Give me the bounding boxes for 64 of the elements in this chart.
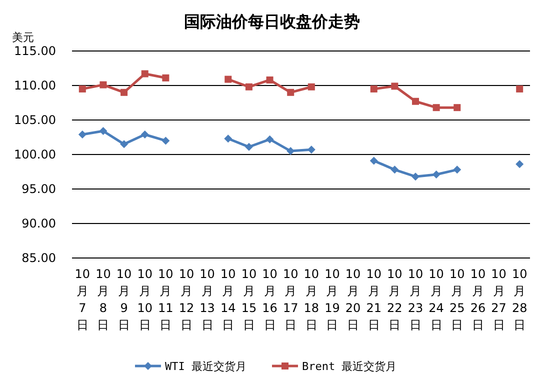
point <box>453 166 462 174</box>
x-tick-label: 10月22日 <box>387 267 402 332</box>
point <box>432 170 440 179</box>
x-tick-label: 10月8日 <box>96 267 111 332</box>
point <box>120 140 128 148</box>
point <box>245 83 252 90</box>
point <box>412 172 420 181</box>
point <box>370 85 378 92</box>
x-tick-label: 10月11日 <box>158 267 174 332</box>
x-tick-label: 10月15日 <box>241 267 257 332</box>
point <box>120 88 128 96</box>
point <box>432 104 440 112</box>
y-tick-label: 85.00 <box>22 251 56 265</box>
point <box>412 98 419 105</box>
point <box>141 70 148 78</box>
chart-title: 国际油价每日收盘价走势 <box>184 12 360 31</box>
point <box>266 135 274 144</box>
point <box>391 82 398 90</box>
x-tick-label: 10月16日 <box>262 267 278 332</box>
y-tick-label: 115.00 <box>14 44 56 58</box>
point <box>308 83 315 90</box>
x-tick-label: 10月18日 <box>304 267 320 332</box>
x-tick-label: 10月26日 <box>470 267 486 332</box>
point <box>287 88 294 96</box>
y-tick-label: 100.00 <box>14 148 56 162</box>
point <box>266 76 274 84</box>
x-tick-label: 10月23日 <box>408 267 424 332</box>
y-tick-label: 105.00 <box>14 113 56 127</box>
x-tick-label: 10月17日 <box>282 267 298 332</box>
y-axis-title: 美元 <box>12 31 34 44</box>
x-tick-label: 10月12日 <box>178 267 194 332</box>
x-tick-label: 10月24日 <box>428 267 444 332</box>
point <box>140 130 149 138</box>
point <box>78 130 86 138</box>
x-tick-label: 10月28日 <box>512 267 528 332</box>
x-tick-label: 10月10日 <box>137 267 153 332</box>
x-tick-label: 10月25日 <box>449 267 465 332</box>
point <box>99 127 108 136</box>
x-tick-label: 10月27日 <box>491 267 506 332</box>
x-tick-label: 10月19日 <box>324 267 340 332</box>
point <box>390 166 399 174</box>
point <box>516 85 524 92</box>
point <box>370 156 378 165</box>
x-tick-label: 10月13日 <box>200 267 215 332</box>
x-tick-label: 10月21日 <box>366 267 382 332</box>
point <box>516 160 524 168</box>
point <box>100 81 107 88</box>
x-tick-label: 10月20日 <box>345 267 361 332</box>
x-tick-label: 10月7日 <box>74 267 90 332</box>
legend-label: Brent 最近交货月 <box>302 360 397 373</box>
x-tick-label: 10月9日 <box>116 267 132 332</box>
y-tick-label: 110.00 <box>14 78 56 92</box>
point <box>307 146 316 154</box>
point <box>162 74 170 82</box>
legend-label: WTI 最近交货月 <box>165 360 246 373</box>
y-tick-label: 95.00 <box>22 182 56 196</box>
point <box>224 76 232 83</box>
point <box>78 85 86 92</box>
point <box>244 142 253 151</box>
x-tick-label: 10月14日 <box>220 267 236 332</box>
point <box>454 104 461 112</box>
y-tick-label: 90.00 <box>22 216 56 230</box>
point <box>224 134 232 143</box>
point <box>162 136 170 145</box>
